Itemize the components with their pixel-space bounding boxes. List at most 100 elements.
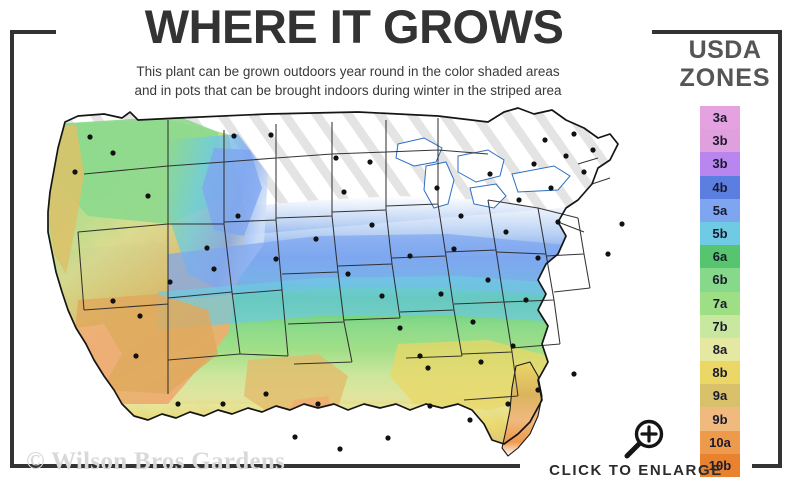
city-dot: [581, 169, 587, 175]
city-dot: [337, 446, 343, 452]
city-dot: [235, 213, 241, 219]
zone-swatch-10a: 10a: [700, 430, 740, 454]
city-dot: [263, 391, 269, 397]
frame-top-left-segment: [10, 30, 56, 34]
legend-title: USDA ZONES: [660, 36, 790, 92]
city-dot: [110, 150, 116, 156]
zone-swatch-8a: 8a: [700, 337, 740, 362]
zone-swatch-7a: 7a: [700, 291, 740, 315]
city-dot: [87, 134, 93, 140]
great-plains-cyan-band: [158, 276, 618, 330]
city-dot: [571, 371, 577, 377]
city-dot: [273, 256, 279, 262]
city-dot: [555, 219, 561, 225]
zone-swatch-7b: 7b: [700, 314, 740, 338]
legend-title-line-2: ZONES: [679, 64, 771, 92]
city-dot: [427, 403, 433, 409]
frame-right-segment: [778, 30, 782, 468]
zone-swatch-3b: 3b: [700, 129, 740, 153]
subtitle: This plant can be grown outdoors year ro…: [40, 62, 656, 100]
city-dot: [485, 277, 491, 283]
city-dot: [211, 266, 217, 272]
frame-bottom-right-segment: [752, 464, 782, 468]
city-dot: [425, 365, 431, 371]
city-dot: [292, 434, 298, 440]
click-to-enlarge-label[interactable]: CLICK TO ENLARGE: [549, 462, 723, 479]
city-dot: [451, 246, 457, 252]
city-dot: [535, 387, 541, 393]
city-dot: [72, 169, 78, 175]
city-dot: [341, 189, 347, 195]
zone-swatch-5b: 5b: [700, 221, 740, 246]
city-dot: [535, 255, 541, 261]
city-dot: [487, 171, 493, 177]
city-dot: [523, 297, 529, 303]
usa-outline: [47, 107, 619, 445]
city-dot: [458, 213, 464, 219]
zone-swatch-5a: 5a: [700, 198, 740, 222]
city-dot: [204, 245, 210, 251]
city-dot: [397, 325, 403, 331]
city-dot: [345, 271, 351, 277]
subtitle-line-1: This plant can be grown outdoors year ro…: [136, 64, 560, 79]
rocky-mountain-cold-core: [202, 148, 262, 236]
florida-peninsula: [501, 361, 543, 457]
city-dot: [590, 147, 596, 153]
frame-top-right-segment: [652, 30, 782, 34]
city-dot: [434, 185, 440, 191]
city-dot: [175, 401, 181, 407]
zone-swatch-10b: 10b: [700, 453, 740, 477]
city-dot: [470, 319, 476, 325]
city-dot: [379, 293, 385, 299]
city-dot: [315, 401, 321, 407]
city-dot: [467, 417, 473, 423]
city-dot: [417, 353, 423, 359]
city-dot: [605, 251, 611, 257]
city-dot: [133, 353, 139, 359]
frame-bottom-left-segment: [10, 464, 520, 468]
hardiness-zone-map[interactable]: [18, 104, 654, 460]
city-dot: [110, 298, 116, 304]
city-dot: [571, 131, 577, 137]
magnifier-plus-icon[interactable]: [620, 418, 668, 462]
zone-swatch-6b: 6b: [700, 268, 740, 292]
zone-swatch-4b: 4b: [700, 175, 740, 199]
frame-left-segment: [10, 30, 14, 468]
city-dot: [563, 153, 569, 159]
zone-swatch-3a: 3a: [700, 106, 740, 130]
city-dot: [516, 197, 522, 203]
city-dot: [385, 435, 391, 441]
city-dot: [333, 155, 339, 161]
city-dot: [531, 161, 537, 167]
legend-title-line-1: USDA: [688, 36, 762, 64]
city-dot: [503, 229, 509, 235]
zone-swatch-9a: 9a: [700, 384, 740, 408]
city-dot: [231, 133, 237, 139]
city-dot: [542, 137, 548, 143]
zone-swatch-6a: 6a: [700, 245, 740, 269]
city-dot: [619, 221, 625, 227]
subtitle-line-2: and in pots that can be brought indoors …: [134, 83, 562, 98]
city-dot: [367, 159, 373, 165]
city-dot: [313, 236, 319, 242]
city-dot: [369, 222, 375, 228]
city-dot: [548, 185, 554, 191]
city-dot: [438, 291, 444, 297]
city-dot: [510, 343, 516, 349]
watermark: © Wilson Bros Gardens: [26, 448, 286, 475]
city-dot: [145, 193, 151, 199]
city-dot: [268, 132, 274, 138]
city-dot-layer: [72, 131, 625, 452]
state-borders: [77, 118, 611, 401]
zone-swatch-8b: 8b: [700, 361, 740, 385]
city-dot: [478, 359, 484, 365]
city-dot: [137, 313, 143, 319]
zone-swatch-3b: 3b: [700, 152, 740, 176]
page-title: WHERE IT GROWS: [144, 0, 564, 53]
city-dot: [167, 279, 173, 285]
zone-swatch-9b: 9b: [700, 407, 740, 431]
zone-legend-swatches: 3a 3b 3b 4b 5a 5b 6a 6b 7a 7b 8a 8b 9a 9b 10a 10b: [700, 106, 740, 477]
city-dot: [220, 401, 226, 407]
city-dot: [407, 253, 413, 259]
